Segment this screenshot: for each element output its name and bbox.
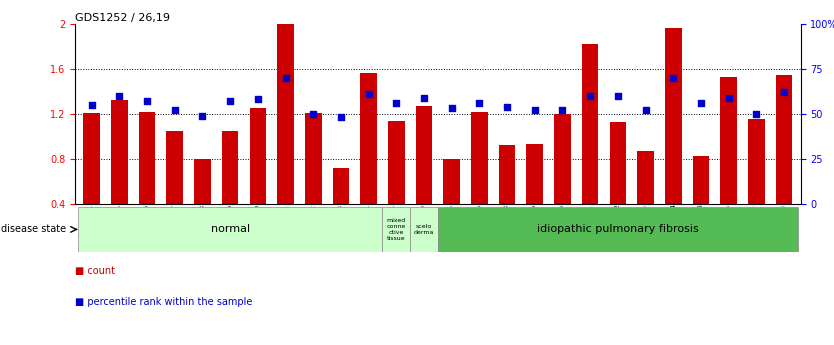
Bar [692, 157, 709, 204]
Bar [526, 144, 543, 204]
Text: scelo
derma: scelo derma [414, 224, 435, 235]
Point [611, 93, 625, 99]
Bar [471, 112, 488, 204]
Bar [383, 207, 410, 252]
Bar [249, 108, 266, 204]
Bar [415, 106, 432, 204]
Point [389, 100, 403, 106]
Bar [554, 114, 570, 204]
Bar [665, 28, 681, 204]
Text: ■ percentile rank within the sample: ■ percentile rank within the sample [75, 297, 253, 307]
Bar [438, 207, 798, 252]
Point [334, 115, 348, 120]
Point [362, 91, 375, 97]
Bar [83, 113, 100, 204]
Point [639, 108, 652, 113]
Point [113, 93, 126, 99]
Text: ■ count: ■ count [75, 266, 115, 276]
Bar [444, 159, 460, 204]
Point [528, 108, 541, 113]
Point [584, 93, 597, 99]
Bar [360, 73, 377, 204]
Bar [277, 24, 294, 204]
Text: disease state: disease state [1, 225, 66, 234]
Bar [582, 45, 599, 204]
Point [307, 111, 320, 117]
Point [555, 108, 569, 113]
Point [85, 102, 98, 108]
Bar [721, 77, 737, 204]
Point [251, 97, 264, 102]
Text: idiopathic pulmonary fibrosis: idiopathic pulmonary fibrosis [537, 225, 699, 234]
Text: normal: normal [210, 225, 249, 234]
Bar [388, 121, 404, 204]
Point [196, 113, 209, 118]
Point [417, 95, 430, 100]
Text: GDS1252 / 26,19: GDS1252 / 26,19 [75, 13, 170, 23]
Point [473, 100, 486, 106]
Bar [111, 100, 128, 204]
Bar [167, 131, 183, 204]
Point [224, 99, 237, 104]
Point [279, 75, 292, 81]
Bar [78, 207, 383, 252]
Point [500, 104, 514, 109]
Bar [499, 145, 515, 204]
Point [722, 95, 736, 100]
Bar [410, 207, 438, 252]
Text: mixed
conne
ctive
tissue: mixed conne ctive tissue [387, 218, 406, 240]
Bar [305, 113, 322, 204]
Point [168, 108, 182, 113]
Point [445, 106, 459, 111]
Bar [776, 75, 792, 204]
Bar [637, 151, 654, 204]
Bar [748, 119, 765, 204]
Bar [222, 131, 239, 204]
Point [140, 99, 153, 104]
Point [750, 111, 763, 117]
Bar [610, 122, 626, 204]
Point [777, 90, 791, 95]
Point [694, 100, 707, 106]
Bar [333, 168, 349, 204]
Point [666, 75, 680, 81]
Bar [138, 112, 155, 204]
Bar [194, 159, 211, 204]
